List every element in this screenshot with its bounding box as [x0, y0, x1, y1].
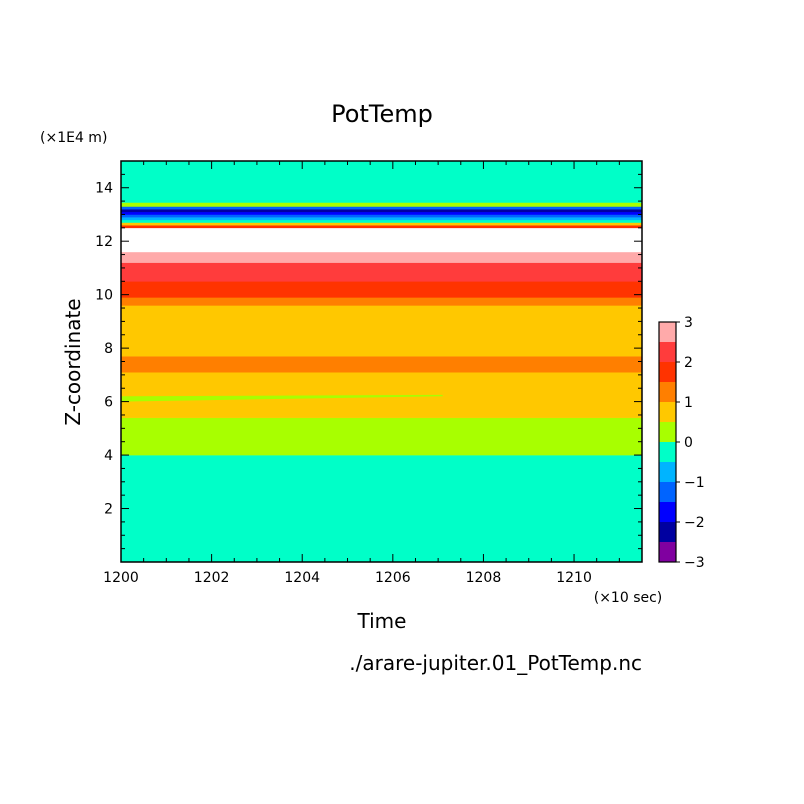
- y-tick-label: 10: [95, 288, 113, 304]
- x-unit-label: (×10 sec): [594, 590, 663, 606]
- x-tick-label: 1210: [556, 570, 592, 586]
- colorbar-level-7: [659, 462, 676, 483]
- band-12: [121, 219, 642, 223]
- colorbar-tick-label: −1: [684, 475, 705, 491]
- band-6: [121, 281, 642, 298]
- band-5: [121, 297, 642, 306]
- colorbar-tick-label: 3: [684, 315, 693, 331]
- band-18: [121, 202, 642, 207]
- colorbar-level-2: [659, 362, 676, 383]
- band-17: [121, 206, 642, 210]
- colorbar-level-9: [659, 502, 676, 523]
- colorbar-level-5: [659, 422, 676, 443]
- y-tick-label: 14: [95, 181, 113, 197]
- band-16: [121, 209, 642, 213]
- y-tick-label: 2: [104, 502, 113, 518]
- band-3: [121, 356, 642, 373]
- colorbar-tick-label: 2: [684, 355, 693, 371]
- colorbar-level-1: [659, 342, 676, 363]
- colorbar-level-4: [659, 402, 676, 423]
- band-15: [121, 211, 642, 215]
- colorbar-level-8: [659, 482, 676, 503]
- y-tick-label: 8: [104, 341, 113, 357]
- x-tick-label: 1208: [466, 570, 502, 586]
- band-9: [121, 227, 642, 253]
- y-unit-label: (×1E4 m): [40, 130, 107, 146]
- x-tick-label: 1202: [194, 570, 230, 586]
- x-tick-label: 1200: [103, 570, 139, 586]
- band-19: [121, 161, 642, 203]
- band-1: [121, 417, 642, 456]
- colorbar-level-11: [659, 542, 676, 563]
- colorbar: 3 2 1 0 −1 −2 −3: [658, 315, 705, 571]
- band-13: [121, 217, 642, 221]
- x-axis: 1200 1202 1204 1206 1208 1210: [103, 161, 643, 586]
- band-11: [121, 222, 642, 226]
- band-7: [121, 262, 642, 282]
- band-4: [121, 305, 642, 357]
- colorbar-level-0: [659, 322, 676, 343]
- y-axis-label: Z-coordinate: [61, 298, 85, 425]
- band-14: [121, 214, 642, 218]
- band-8: [121, 251, 642, 263]
- colorbar-level-3: [659, 382, 676, 403]
- green-streak: [121, 394, 443, 402]
- y-tick-label: 6: [104, 395, 113, 411]
- y-axis: 2 4 6 8 10 12 14: [95, 160, 642, 550]
- chart-title: PotTemp: [331, 100, 433, 128]
- colorbar-level-6: [659, 442, 676, 463]
- source-filename: ./arare-jupiter.01_PotTemp.nc: [349, 651, 642, 675]
- x-tick-label: 1206: [375, 570, 411, 586]
- colorbar-level-10: [659, 522, 676, 543]
- band-0: [121, 455, 642, 563]
- x-axis-label: Time: [357, 609, 407, 633]
- y-tick-label: 12: [95, 234, 113, 250]
- heatmap-bands: [121, 161, 642, 563]
- colorbar-tick-label: −2: [684, 515, 705, 531]
- y-tick-label: 4: [104, 448, 113, 464]
- band-2: [121, 372, 642, 418]
- x-tick-label: 1204: [284, 570, 320, 586]
- colorbar-tick-label: −3: [684, 555, 705, 571]
- band-10: [121, 225, 642, 229]
- colorbar-tick-label: 0: [684, 435, 693, 451]
- colorbar-tick-label: 1: [684, 395, 693, 411]
